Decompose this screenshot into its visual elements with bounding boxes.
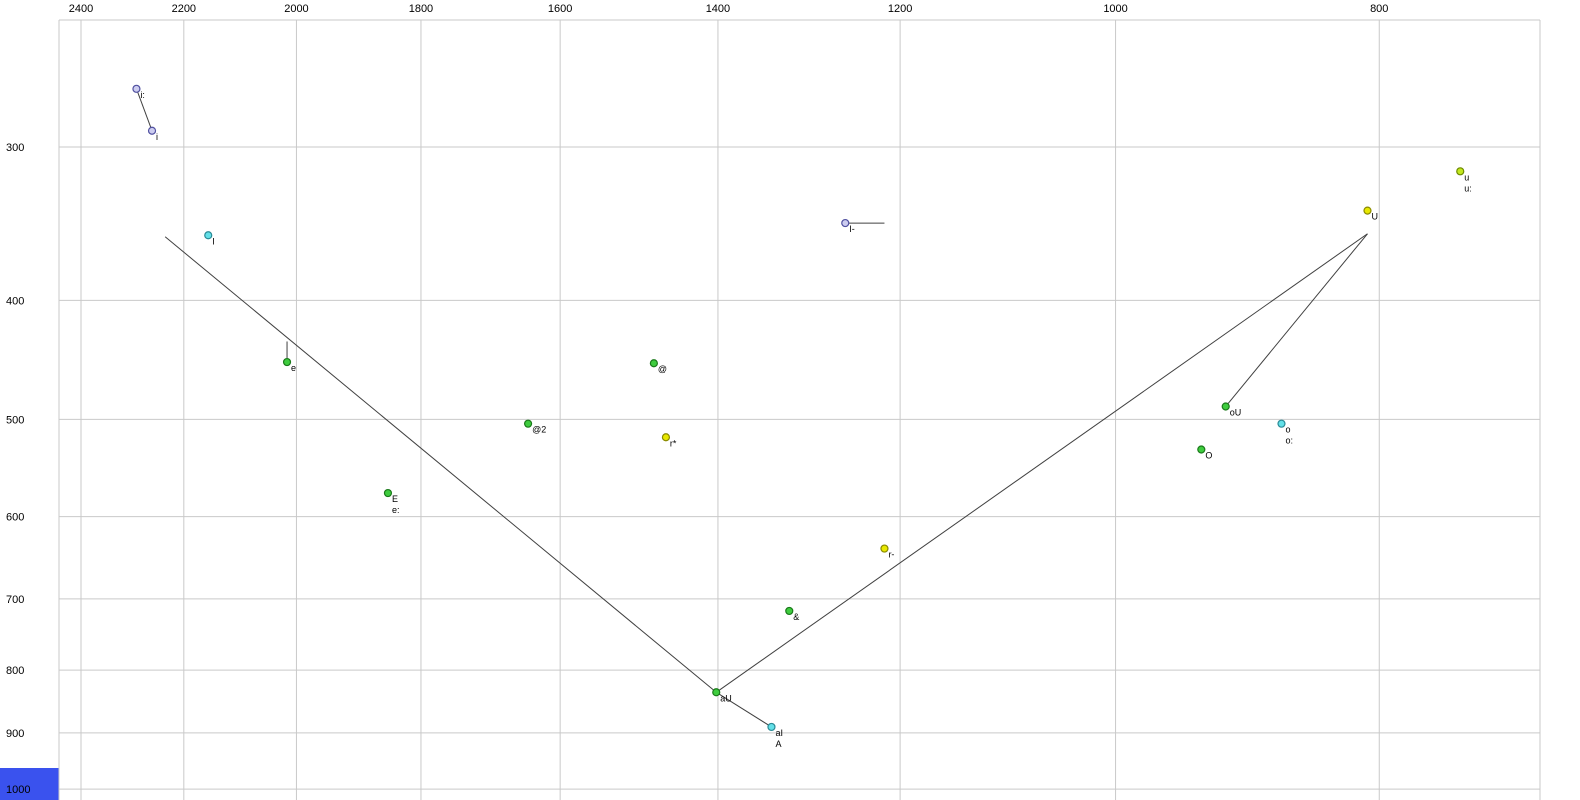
vowel-label-o:: o: xyxy=(1285,436,1293,446)
y-tick-label: 700 xyxy=(6,594,24,606)
vowel-point-r-[interactable] xyxy=(880,544,889,553)
x-tick-label: 2400 xyxy=(69,3,93,15)
x-tick-label: 1400 xyxy=(706,3,730,15)
vowel-point-oU[interactable] xyxy=(1221,402,1230,411)
y-tick-label: 900 xyxy=(6,728,24,740)
vowel-point-aU[interactable] xyxy=(712,688,721,697)
x-tick-label: 1600 xyxy=(548,3,572,15)
y-tick-label: 600 xyxy=(6,512,24,524)
vowel-label-@: @ xyxy=(658,364,667,374)
y-tick-label: 800 xyxy=(6,665,24,677)
y-tick-label: 1000 xyxy=(6,784,30,796)
vowel-point-U[interactable] xyxy=(1363,206,1372,215)
vowel-label-I-: I- xyxy=(849,224,855,234)
vowel-label-i: i xyxy=(156,132,158,142)
vowel-label-aI: aI xyxy=(775,728,783,738)
vowel-point-e[interactable] xyxy=(282,357,292,367)
vowel-label-aU: aU xyxy=(720,693,732,703)
vowel-point-&[interactable] xyxy=(785,606,794,616)
segment-aU-to-U xyxy=(715,233,1368,693)
vowel-label-u: u xyxy=(1464,172,1469,182)
segment-oU-to-U xyxy=(1225,233,1368,407)
vowel-label-u:: u: xyxy=(1464,183,1472,193)
x-tick-label: 2000 xyxy=(284,3,308,15)
vowel-point-o[interactable] xyxy=(1277,419,1286,428)
vowel-point-i[interactable] xyxy=(147,126,157,135)
y-tick-label: 500 xyxy=(6,414,24,426)
x-tick-label: 1200 xyxy=(888,3,912,15)
vowel-point-@2[interactable] xyxy=(523,419,533,428)
vowel-label-e:: e: xyxy=(392,505,400,515)
x-tick-label: 2200 xyxy=(172,3,196,15)
segment-i-long-to-i xyxy=(135,88,153,131)
vowel-point-u[interactable] xyxy=(1456,167,1465,176)
y-tick-label: 300 xyxy=(6,142,24,154)
vowel-point-@[interactable] xyxy=(649,359,658,368)
vowel-point-r*[interactable] xyxy=(661,433,671,442)
vowel-point-I[interactable] xyxy=(204,231,213,240)
vowel-label-oU: oU xyxy=(1230,407,1242,417)
x-tick-label: 1000 xyxy=(1103,3,1127,15)
vowel-label-o: o xyxy=(1285,425,1290,435)
vowel-label-I: I xyxy=(212,236,215,246)
vowel-label-r*: r* xyxy=(670,438,677,448)
vowel-label-i:: i: xyxy=(140,90,145,100)
x-tick-label: 1800 xyxy=(409,3,433,15)
vowel-label-U: U xyxy=(1371,212,1378,222)
vowel-label-@2: @2 xyxy=(532,425,546,435)
vowel-label-r-: r- xyxy=(888,550,894,560)
corner-marker xyxy=(0,768,59,800)
x-tick-label: 800 xyxy=(1370,3,1388,15)
vowel-label-A: A xyxy=(775,739,781,749)
y-tick-label: 400 xyxy=(6,295,24,307)
vowel-label-O: O xyxy=(1205,450,1212,460)
vowel-label-E: E xyxy=(392,494,398,504)
vowel-point-i:[interactable] xyxy=(132,84,141,93)
vowel-label-&: & xyxy=(793,612,799,622)
vowel-label-e: e xyxy=(291,363,296,373)
segment-front-diagonal xyxy=(164,236,717,693)
vowel-point-aI[interactable] xyxy=(767,722,776,732)
vowel-point-E[interactable] xyxy=(383,488,393,498)
segment-aU-to-aI xyxy=(715,691,772,728)
vowel-point-I-[interactable] xyxy=(841,218,850,228)
vowel-point-O[interactable] xyxy=(1197,445,1206,454)
